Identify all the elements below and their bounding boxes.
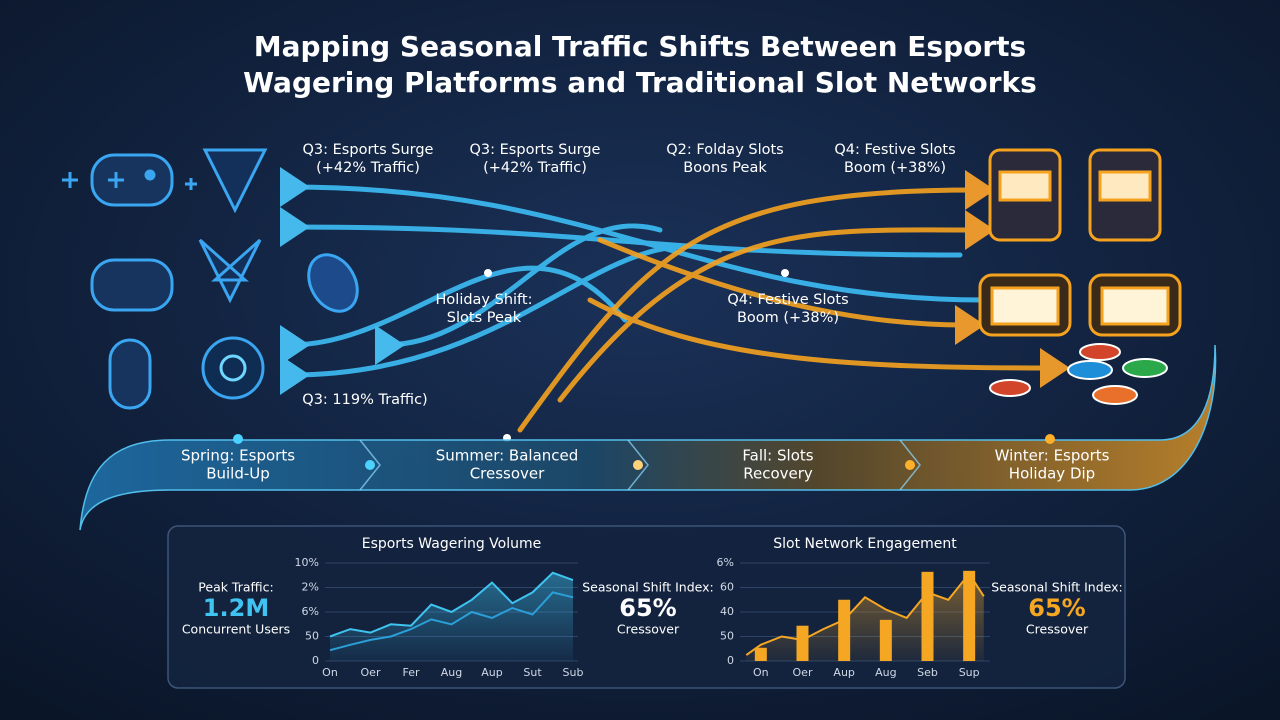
metric-value: 65% [619,594,676,622]
flow-label: Boom (+38%) [737,310,839,326]
y-tick-label: 6% [717,556,734,569]
bar [838,599,851,661]
blue-flows [279,166,988,396]
metric-sub: Cressover [617,622,680,637]
season-label: Build-Up [206,465,270,483]
y-tick-label: 0 [312,654,319,667]
y-tick-label: 60 [720,581,734,594]
bar [921,571,934,661]
title-line: Wagering Platforms and Traditional Slot … [243,66,1037,99]
bar [754,647,767,661]
season-label: Summer: Balanced [436,447,579,465]
flow-label: (+42% Traffic) [316,160,420,176]
x-tick-label: Aup [833,666,854,679]
x-tick-label: Aug [441,666,462,679]
y-tick-label: 0 [727,654,734,667]
x-tick-label: Oer [793,666,813,679]
flow-label: (+42% Traffic) [483,160,587,176]
x-tick-label: Sub [563,666,584,679]
x-tick-label: Fer [402,666,419,679]
season-label: Recovery [743,465,813,483]
season-band [79,344,1217,531]
title-line: Mapping Seasonal Traffic Shifts Between … [254,30,1026,63]
y-tick-label: 2% [302,581,319,594]
season-label: Cressover [470,465,545,483]
x-tick-label: On [322,666,338,679]
x-tick-label: Sut [523,666,542,679]
x-tick-label: Sup [959,666,980,679]
flow-label: Slots Peak [447,310,522,326]
bar [879,619,892,661]
flow-label: Q4: Festive Slots [834,142,955,158]
orange-flows [517,170,1070,433]
flow-label: Q3: Esports Surge [470,142,601,158]
metric-label: Seasonal Shift Index: [582,580,713,595]
flow-label: Q3: Esports Surge [303,142,434,158]
metric-label: Peak Traffic: [198,580,273,595]
season-label: Holiday Dip [1009,465,1095,483]
season-dividers [359,439,921,491]
season-label: Spring: Esports [181,447,295,465]
bar [963,570,976,661]
series-line [745,572,985,656]
series-line [329,571,574,638]
y-tick-label: 6% [302,605,319,618]
flow-label: Boons Peak [683,160,767,176]
flow-label: Holiday Shift: [436,292,533,308]
area-fill [330,572,573,661]
metric-sub: Cressover [1026,622,1089,637]
metric-label: Seasonal Shift Index: [991,580,1122,595]
slot-icons [978,148,1182,405]
flow-label: Q3: 119% Traffic) [302,392,427,408]
chart-title: Slot Network Engagement [773,536,957,552]
flow-label: Q4: Festive Slots [727,292,848,308]
season-dots [233,434,1055,470]
x-tick-label: Oer [361,666,381,679]
y-tick-label: 10% [295,556,319,569]
y-tick-label: 50 [720,630,734,643]
y-tick-label: 40 [720,605,734,618]
metric-value: 65% [1028,594,1085,622]
metric-value: 1.2M [203,594,269,622]
x-tick-label: On [753,666,769,679]
esports-icons [62,148,359,410]
season-label: Fall: Slots [742,447,813,465]
y-tick-label: 50 [305,630,319,643]
metric-sub: Concurrent Users [182,622,290,637]
x-tick-label: Aug [875,666,896,679]
flow-label: Q2: Folday Slots [666,142,783,158]
season-label: Winter: Esports [995,447,1110,465]
x-tick-label: Aup [481,666,502,679]
bar [796,625,809,661]
chart-title: Esports Wagering Volume [362,536,542,552]
series-line [329,591,574,652]
x-tick-label: Seb [917,666,938,679]
flow-label: Boom (+38%) [844,160,946,176]
